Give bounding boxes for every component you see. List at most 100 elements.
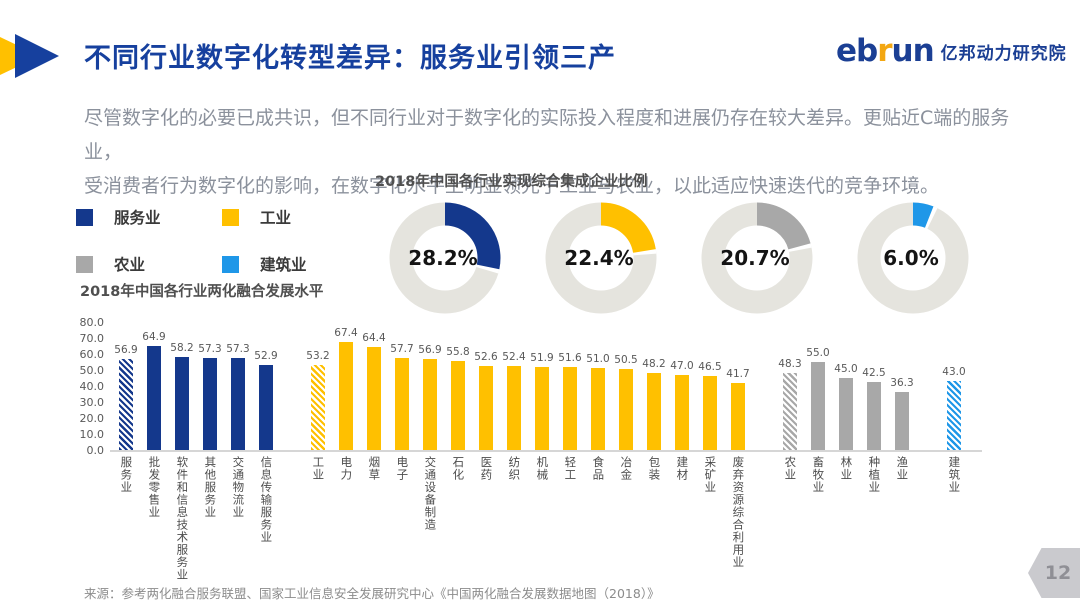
bar-column: 51.9 机械 <box>528 322 556 481</box>
bar-x-label: 交通物流业 <box>231 456 246 519</box>
bar-hatched <box>947 381 961 450</box>
donut-percent-label: 20.7% <box>720 246 790 270</box>
bar-x-label: 石化 <box>451 456 466 481</box>
bar <box>367 347 381 450</box>
bar-column: 48.2 包装 <box>640 322 668 481</box>
bar-group-1: 56.9 服务业 64.9 批发零售业 58.2 软件和信息技术服务业 57.3 其他服务业 5… <box>112 322 280 581</box>
bar-value-label: 52.6 <box>474 350 498 363</box>
bar-value-label: 55.8 <box>446 345 470 358</box>
donut-percent-label: 6.0% <box>883 246 939 270</box>
bar-x-label: 批发零售业 <box>147 456 162 519</box>
bar-x-label: 农业 <box>783 456 798 481</box>
bar-column: 52.4 纺织 <box>500 322 528 481</box>
legend-label: 建筑业 <box>260 256 307 274</box>
bar <box>395 357 409 450</box>
bar <box>619 369 633 450</box>
bar-value-label: 47.0 <box>670 359 694 372</box>
bar-x-label: 采矿业 <box>703 456 718 494</box>
donut-ring <box>701 202 813 314</box>
legend-item-3: 农业 <box>76 253 222 275</box>
bar-x-label: 建筑业 <box>947 456 962 494</box>
bar-x-label: 纺织 <box>507 456 522 481</box>
legend-swatch-icon <box>222 255 239 273</box>
bar-value-label: 57.3 <box>226 343 250 356</box>
bar-column: 64.4 烟草 <box>360 322 388 481</box>
bar-column: 51.6 轻工 <box>556 322 584 481</box>
header-arrow-icon <box>0 34 59 78</box>
legend-label: 服务业 <box>114 209 161 227</box>
bar-x-label: 交通设备制造 <box>423 456 438 531</box>
intro-line-1: 尽管数字化的必要已成共识，但不同行业对于数字化的实际投入程度和进展仍存在较大差异… <box>84 107 1010 163</box>
bar <box>675 374 689 450</box>
intro-line-2: 受消费者行为数字化的影响，在数字化水平上明显领先于工业与农业，以此适应快速迭代的… <box>84 175 940 197</box>
page-number: 12 <box>1044 562 1072 584</box>
bar-value-label: 57.3 <box>198 343 222 356</box>
logo-part-r: r <box>877 33 892 69</box>
bar-value-label: 56.9 <box>418 344 442 356</box>
bar <box>703 375 717 450</box>
bar <box>591 368 605 450</box>
legend-item-2: 工业 <box>222 206 368 228</box>
bar-hatched <box>119 359 133 450</box>
bar <box>175 356 189 450</box>
y-axis-tick-label: 50.0 <box>79 364 105 377</box>
bar-x-label: 建材 <box>675 456 690 481</box>
legend-label: 工业 <box>260 209 292 227</box>
logo-latin: ebrun <box>836 33 935 69</box>
bar-group-2: 53.2 工业 67.4 电力 64.4 烟草 57.7 电子 56.9 交通设备制造 55.8 石化… <box>304 322 752 568</box>
bar <box>231 358 245 450</box>
bar-x-label: 林业 <box>839 456 854 481</box>
bar-value-label: 52.4 <box>502 351 526 364</box>
bar-value-label: 41.7 <box>726 368 750 381</box>
industry-legend: 服务业 工业农业 建筑业 <box>76 206 368 275</box>
bar <box>451 360 465 450</box>
bar <box>203 358 217 450</box>
bar <box>147 346 161 450</box>
bar-column: 57.3 其他服务业 <box>196 322 224 518</box>
bar <box>811 362 825 450</box>
bar-column: 67.4 电力 <box>332 322 360 481</box>
bar-hatched <box>783 372 797 450</box>
bar <box>423 359 437 450</box>
legend-swatch-icon <box>222 208 239 226</box>
page-title: 不同行业数字化转型差异：服务业引领三产 <box>84 43 616 74</box>
bar-x-label: 食品 <box>591 456 606 481</box>
bar-x-label: 信息传输服务业 <box>259 456 274 544</box>
bar-value-label: 64.9 <box>142 331 166 344</box>
y-axis-tick-label: 0.0 <box>86 444 105 457</box>
donut-ring <box>545 202 657 314</box>
bar-x-label: 渔业 <box>895 456 910 481</box>
bar-x-label: 畜牧业 <box>811 456 826 494</box>
y-axis-tick-label: 30.0 <box>79 396 105 409</box>
bar-column: 36.3 渔业 <box>888 322 916 481</box>
donut-chart-title: 2018年中国各行业实现综合集成企业比例 <box>375 174 648 190</box>
donut-percent-label: 22.4% <box>564 246 634 270</box>
bar-value-label: 46.5 <box>698 360 722 373</box>
bar <box>507 366 521 450</box>
donut-chart-3: 20.7% <box>701 202 813 314</box>
bar-value-label: 56.9 <box>114 344 138 356</box>
bar <box>479 365 493 450</box>
donut-ring <box>857 202 969 314</box>
bar-x-label: 冶金 <box>619 456 634 481</box>
bar-column: 56.9 交通设备制造 <box>416 322 444 531</box>
logo-part-un: un <box>891 33 935 69</box>
bar-value-label: 51.9 <box>530 352 554 364</box>
bar-column: 58.2 软件和信息技术服务业 <box>168 322 196 581</box>
bar-value-label: 45.0 <box>834 363 858 375</box>
bar-x-label: 电力 <box>339 456 354 481</box>
bar-value-label: 42.5 <box>862 367 886 379</box>
bar-column: 41.7 废弃资源综合利用业 <box>724 322 752 568</box>
bar-chart: 80.0 70.0 60.0 50.0 40.0 30.0 20.0 10.0 0.0 56.9… <box>76 316 1036 592</box>
logo-chinese-name: 亿邦动力研究院 <box>940 44 1067 64</box>
bar-column: 56.9 服务业 <box>112 322 140 494</box>
bar-x-label: 机械 <box>535 456 550 481</box>
donut-chart-row: 28.2% 22.4% 20.7% 6.0% <box>389 202 969 314</box>
bar-column: 50.5 冶金 <box>612 322 640 481</box>
bar-value-label: 58.2 <box>170 341 194 354</box>
y-axis-tick-label: 40.0 <box>79 380 105 393</box>
bar-column: 64.9 批发零售业 <box>140 322 168 518</box>
bar-column: 51.0 食品 <box>584 322 612 481</box>
bar-value-label: 51.0 <box>586 353 610 366</box>
bar-value-label: 36.3 <box>890 376 914 389</box>
